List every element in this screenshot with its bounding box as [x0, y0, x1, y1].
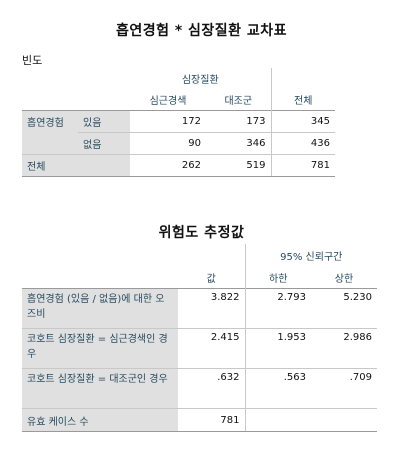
crosstab-title: 흡연경험 * 심장질환 교차표 — [115, 23, 288, 39]
table-row: 흡연경험 (있음 / 없음)에 대한 오즈비 3.822 2.793 5.230 — [22, 288, 377, 329]
table-row-total: 전체 262 519 781 — [22, 154, 335, 177]
risk-estimate-table: 95% 신뢰구간 값 하한 상한 흡연경험 (있음 / 없음)에 대한 오즈비 … — [22, 244, 377, 432]
table-row: 없음 90 346 436 — [22, 132, 335, 155]
col-header-upper: 상한 — [334, 273, 354, 285]
cell: 781 — [271, 154, 335, 177]
row-label: 없음 — [78, 132, 130, 155]
table-row: 코호트 심장질환 = 심근경색인 경우 2.415 1.953 2.986 — [22, 328, 377, 369]
cell: 346 — [206, 132, 272, 155]
table-row-valid-cases: 유효 케이스 수 781 — [22, 408, 377, 432]
cell: 262 — [130, 154, 206, 177]
total-label: 전체 — [22, 154, 130, 177]
row-label: 있음 — [78, 110, 130, 133]
row-group-label: 흡연경험 — [22, 110, 78, 133]
ci-header: 95% 신뢰구간 — [244, 244, 377, 266]
crosstab-header-row-2: 심근경색 대조군 전체 — [22, 89, 335, 111]
table-row: 흡연경험 있음 172 173 345 — [22, 110, 335, 133]
cell: .563 — [245, 368, 311, 409]
cell: .709 — [311, 368, 377, 409]
col-header-value: 값 — [178, 266, 246, 289]
row-label: 흡연경험 (있음 / 없음)에 대한 오즈비 — [22, 288, 178, 329]
col-header-control: 대조군 — [206, 89, 272, 111]
table-row: 코호트 심장질환 = 대조군인 경우 .632 .563 .709 — [22, 368, 377, 409]
risk-header-row-1: 95% 신뢰구간 — [22, 244, 377, 266]
cell: 781 — [178, 408, 246, 432]
valid-cases-label: 유효 케이스 수 — [22, 408, 178, 432]
crosstab-header-row-1: 심장질환 — [22, 68, 335, 89]
col-header-total: 전체 — [294, 96, 313, 107]
cell: 173 — [206, 110, 272, 133]
cell: 436 — [271, 132, 335, 155]
cell: 2.986 — [311, 328, 377, 369]
row-label: 코호트 심장질환 = 심근경색인 경우 — [22, 328, 178, 369]
row-label: 코호트 심장질환 = 대조군인 경우 — [22, 368, 178, 409]
cell: 2.415 — [178, 328, 246, 369]
risk-header-row-2: 값 하한 상한 — [22, 266, 377, 289]
cell: 5.230 — [311, 288, 377, 329]
col-header-lower: 하한 — [269, 273, 288, 285]
cell: 519 — [206, 154, 272, 177]
cell: 1.953 — [245, 328, 311, 369]
cell: .632 — [178, 368, 246, 409]
cell: 90 — [130, 132, 206, 155]
cell: 345 — [271, 110, 335, 133]
cell: 172 — [130, 110, 206, 133]
cell: 2.793 — [245, 288, 311, 329]
risk-title: 위험도 추정값 — [158, 225, 245, 241]
crosstab-subtitle: 빈도 — [22, 54, 43, 67]
cell: 3.822 — [178, 288, 246, 329]
col-header-mi: 심근경색 — [149, 96, 187, 107]
crosstab-table: 심장질환 심근경색 대조군 전체 흡연경험 있음 172 173 345 없음 … — [22, 68, 335, 177]
col-group-header: 심장질환 — [130, 68, 272, 89]
